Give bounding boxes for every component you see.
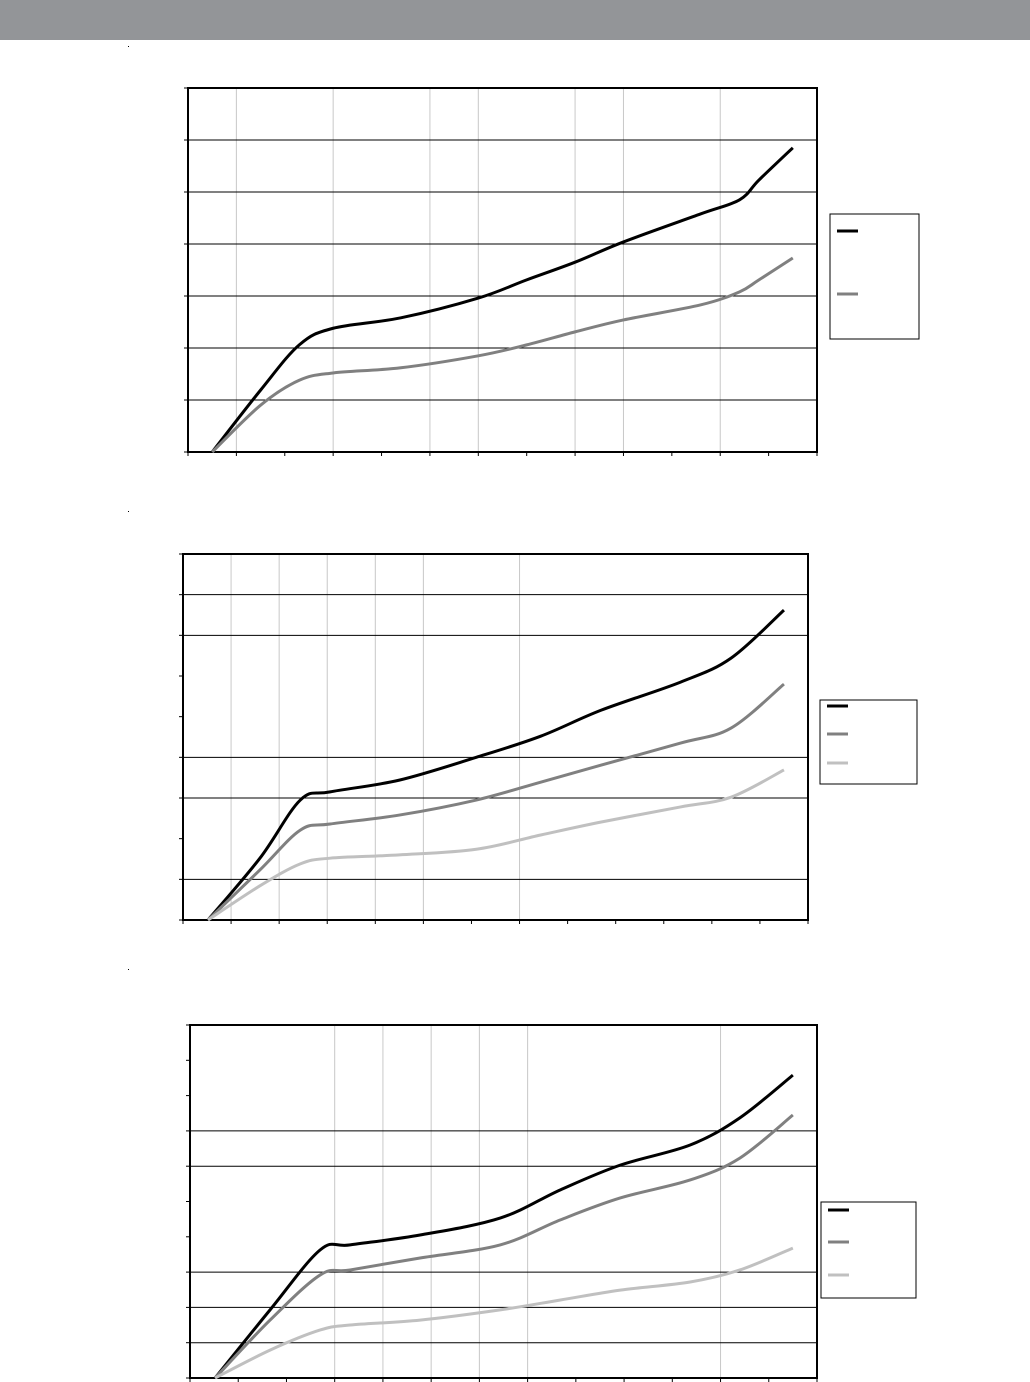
legend [819, 699, 918, 785]
series-line [213, 1113, 794, 1380]
plot-frame [182, 553, 809, 921]
series-line [206, 609, 785, 921]
series-line [211, 146, 794, 453]
dot [128, 511, 129, 512]
series-line [211, 256, 794, 454]
dot [128, 46, 129, 47]
legend [820, 1201, 917, 1299]
series-line [207, 768, 785, 922]
header-bar [0, 0, 1030, 40]
plot-frame [189, 1024, 818, 1379]
series-line [214, 1246, 794, 1380]
legend [829, 213, 920, 340]
dot [128, 969, 129, 970]
series-line [213, 1073, 794, 1379]
plot-frame [187, 87, 818, 453]
series-line [206, 682, 785, 922]
